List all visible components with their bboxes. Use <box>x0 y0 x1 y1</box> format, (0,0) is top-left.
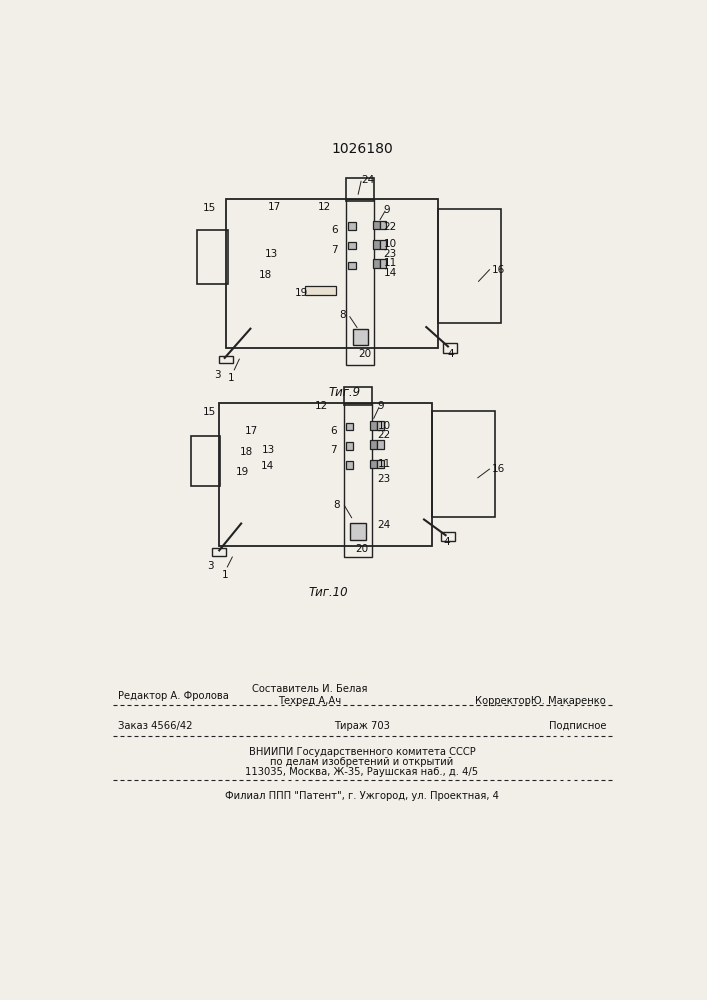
Text: КорректорЮ. Макаренко: КорректорЮ. Макаренко <box>475 696 606 706</box>
Text: 20: 20 <box>355 544 368 554</box>
Text: 13: 13 <box>265 249 279 259</box>
Bar <box>348 262 356 269</box>
Text: 15: 15 <box>203 407 216 417</box>
Bar <box>380 221 386 229</box>
Text: 1026180: 1026180 <box>331 142 393 156</box>
Text: 24: 24 <box>378 520 391 530</box>
Bar <box>438 209 501 323</box>
Text: Тираж 703: Тираж 703 <box>334 721 390 731</box>
Text: 12: 12 <box>315 401 328 411</box>
Bar <box>348 222 356 230</box>
Text: 24: 24 <box>361 175 375 185</box>
Text: Τиг.10: Τиг.10 <box>309 586 349 599</box>
Bar <box>380 259 386 268</box>
Text: по делам изобретений и открытий: по делам изобретений и открытий <box>270 757 454 767</box>
Text: 4: 4 <box>443 537 450 547</box>
Text: 19: 19 <box>235 467 249 477</box>
Bar <box>370 421 378 430</box>
Text: 8: 8 <box>333 500 340 510</box>
Text: 1: 1 <box>228 373 235 383</box>
Text: Заказ 4566/42: Заказ 4566/42 <box>118 721 192 731</box>
Text: 16: 16 <box>491 464 505 474</box>
Text: 22: 22 <box>378 430 391 440</box>
Bar <box>443 343 457 353</box>
FancyBboxPatch shape <box>443 0 507 13</box>
Bar <box>346 199 374 365</box>
Text: 10: 10 <box>384 239 397 249</box>
Text: 9: 9 <box>384 205 390 215</box>
Text: 18: 18 <box>240 447 254 457</box>
Text: 13: 13 <box>262 445 275 455</box>
Text: 14: 14 <box>260 461 274 471</box>
Text: 23: 23 <box>378 474 391 484</box>
Bar <box>378 421 384 430</box>
Text: 17: 17 <box>268 202 281 212</box>
Bar <box>378 460 384 468</box>
Bar <box>197 230 228 284</box>
Bar <box>353 329 368 345</box>
Text: Филиал ППП "Патент", г. Ужгород, ул. Проектная, 4: Филиал ППП "Патент", г. Ужгород, ул. Про… <box>225 791 499 801</box>
Bar <box>373 259 380 268</box>
Bar <box>344 387 372 405</box>
Bar <box>370 460 378 468</box>
Text: 7: 7 <box>332 245 338 255</box>
Bar <box>346 442 354 450</box>
Text: 19: 19 <box>296 288 308 298</box>
Text: 3: 3 <box>214 370 221 380</box>
Text: 11: 11 <box>384 258 397 268</box>
Bar <box>373 240 380 249</box>
Text: 3: 3 <box>207 561 214 571</box>
Bar <box>226 199 438 348</box>
Bar <box>346 461 354 469</box>
Bar <box>370 440 378 449</box>
Text: Τиг.9: Τиг.9 <box>328 386 360 399</box>
Bar <box>441 532 455 541</box>
Bar <box>346 178 374 201</box>
Text: 11: 11 <box>378 459 391 469</box>
Text: 18: 18 <box>259 270 272 280</box>
Text: 7: 7 <box>329 445 337 455</box>
Bar <box>432 411 495 517</box>
Text: 22: 22 <box>384 222 397 232</box>
Bar <box>212 548 226 556</box>
Text: 17: 17 <box>245 426 258 436</box>
Text: Редактор А. Фролова: Редактор А. Фролова <box>118 691 228 701</box>
Bar <box>344 403 372 557</box>
Text: 16: 16 <box>491 265 505 275</box>
Text: 12: 12 <box>317 202 331 212</box>
Text: 9: 9 <box>378 401 384 411</box>
Text: 8: 8 <box>339 310 346 320</box>
Text: 1: 1 <box>222 570 228 580</box>
Text: Подписное: Подписное <box>549 721 606 731</box>
Bar <box>378 440 384 449</box>
Text: 4: 4 <box>448 349 454 359</box>
Text: 6: 6 <box>329 426 337 436</box>
Bar <box>305 286 337 295</box>
Bar <box>351 523 366 540</box>
Bar <box>346 423 354 430</box>
Text: 113035, Москва, Ж-35, Раушская наб., д. 4/5: 113035, Москва, Ж-35, Раушская наб., д. … <box>245 767 479 777</box>
Text: Составитель И. Белая: Составитель И. Белая <box>252 684 367 694</box>
Text: 20: 20 <box>358 349 371 359</box>
Text: 6: 6 <box>332 225 338 235</box>
Text: 15: 15 <box>203 203 216 213</box>
Bar <box>348 242 356 249</box>
Bar <box>218 356 233 363</box>
Text: ВНИИПИ Государственного комитета СССР: ВНИИПИ Государственного комитета СССР <box>249 747 475 757</box>
Text: 10: 10 <box>378 421 390 431</box>
Bar <box>191 436 220 486</box>
Text: 23: 23 <box>384 249 397 259</box>
Bar <box>373 221 380 229</box>
Bar <box>380 240 386 249</box>
Text: Техред А,Ач: Техред А,Ач <box>278 696 341 706</box>
Text: 14: 14 <box>384 268 397 278</box>
Bar <box>218 403 432 546</box>
